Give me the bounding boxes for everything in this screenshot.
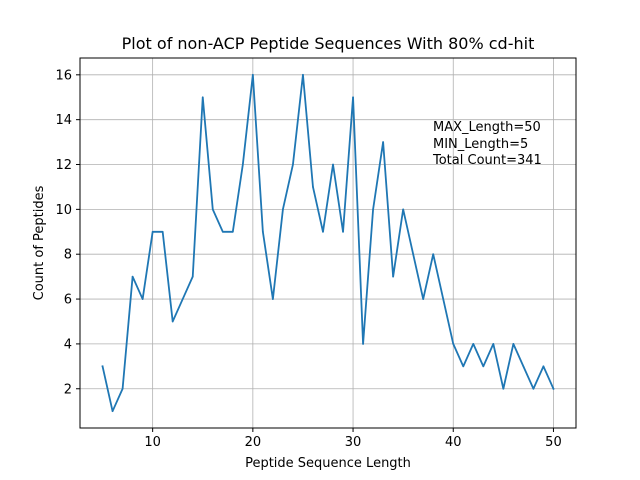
data-point (452, 343, 455, 345)
data-point (151, 230, 154, 233)
data-point (262, 230, 264, 233)
data-point (402, 208, 404, 211)
max-length-annotation: MAX_Length=50 (433, 120, 541, 135)
x-tick-label: 40 (445, 435, 462, 450)
series-line (101, 73, 555, 413)
plot-frame (79, 57, 577, 429)
data-point (492, 343, 495, 345)
min-length-annotation: MIN_Length=5 (433, 137, 528, 152)
stats-annotation: MAX_Length=50 MIN_Length=5 Total Count=3… (432, 120, 542, 168)
data-point (171, 320, 174, 323)
data-point (552, 387, 555, 390)
data-point (312, 186, 314, 188)
data-point (362, 343, 364, 345)
y-tick-label: 14 (55, 113, 72, 128)
y-tick-label: 16 (55, 68, 72, 83)
data-point (272, 298, 274, 300)
data-point (191, 275, 194, 278)
data-point (322, 230, 324, 233)
data-point (232, 230, 234, 233)
data-point (292, 163, 294, 166)
data-point (161, 230, 164, 233)
data-point (442, 298, 445, 300)
data-point (101, 365, 104, 368)
data-point (532, 387, 535, 390)
data-point (302, 74, 304, 76)
data-point (282, 208, 284, 211)
x-axis-title: Peptide Sequence Length (245, 456, 411, 471)
data-point (332, 163, 334, 166)
data-point (412, 253, 414, 256)
data-point (502, 387, 505, 390)
data-point (211, 208, 214, 211)
grid (80, 58, 576, 428)
data-point (121, 387, 124, 390)
data-point (472, 343, 475, 345)
y-tick-label: 2 (64, 382, 72, 397)
data-series (101, 73, 555, 413)
data-point (462, 365, 465, 368)
data-point (422, 298, 424, 300)
axis-ticks: 10 20 30 40 50 2 4 6 8 10 12 14 16 (55, 68, 561, 450)
x-tick-label: 50 (545, 435, 562, 450)
data-point (342, 230, 344, 233)
chart-title: Plot of non-ACP Peptide Sequences With 8… (122, 34, 535, 53)
data-point (111, 410, 114, 412)
x-tick-label: 10 (144, 435, 161, 450)
data-point (372, 208, 374, 211)
data-point (131, 275, 134, 278)
y-tick-label: 10 (55, 203, 72, 218)
x-tick-label: 30 (345, 435, 362, 450)
data-point (432, 253, 435, 256)
data-point (252, 74, 254, 76)
total-count-annotation: Total Count=341 (432, 153, 542, 168)
data-point (522, 365, 525, 368)
data-point (141, 298, 144, 300)
y-tick-label: 4 (64, 337, 72, 352)
data-point (512, 343, 515, 345)
data-point (352, 96, 354, 99)
data-point (181, 298, 184, 300)
y-tick-label: 8 (64, 248, 72, 263)
y-axis-title: Count of Peptides (32, 185, 47, 300)
y-tick-label: 12 (55, 158, 72, 173)
data-point (242, 163, 244, 166)
y-tick-label: 6 (64, 293, 72, 308)
data-point (201, 96, 204, 99)
data-point (482, 365, 485, 368)
x-tick-label: 20 (245, 435, 262, 450)
data-point (382, 141, 384, 143)
data-point (542, 365, 545, 368)
data-point (221, 230, 224, 233)
data-point (392, 275, 394, 278)
